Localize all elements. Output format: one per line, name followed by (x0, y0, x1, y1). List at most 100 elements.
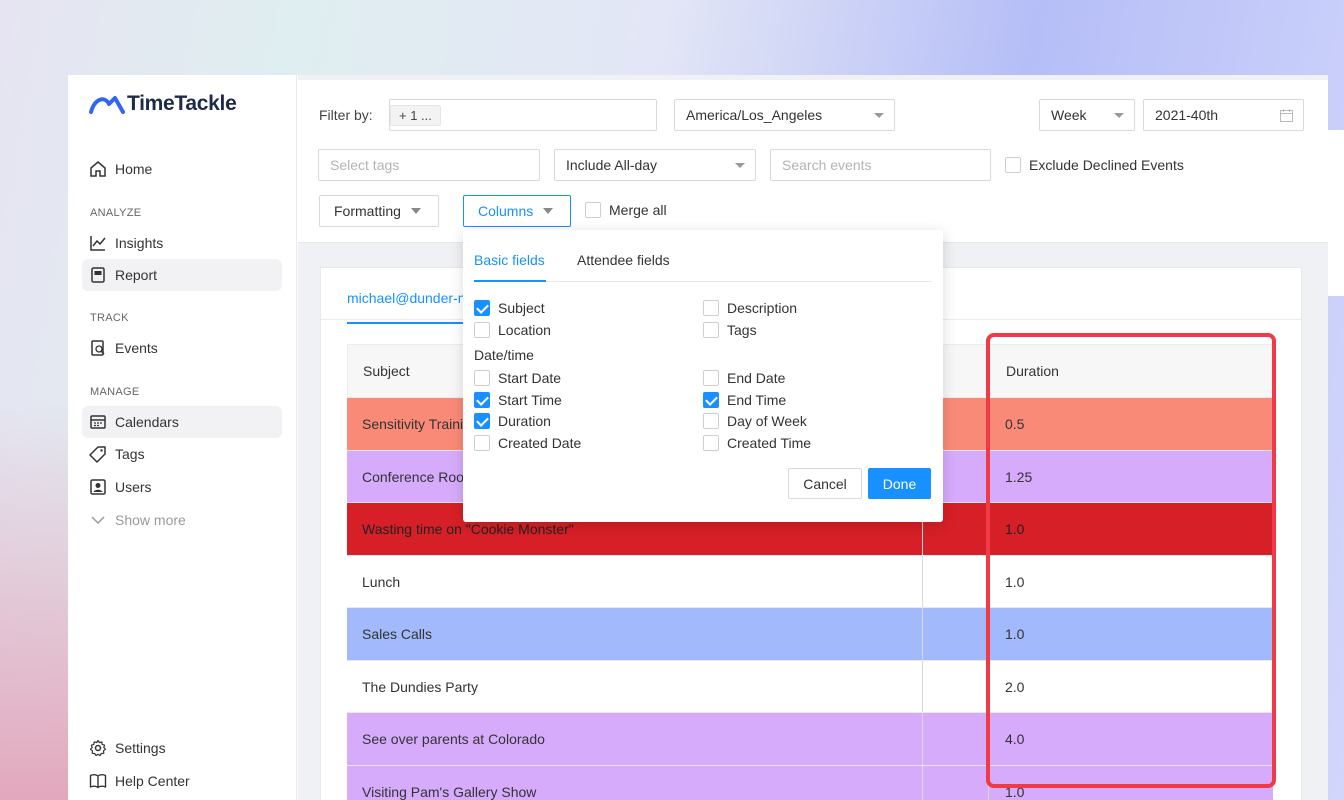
timezone-select[interactable]: America/Los_Angeles (674, 99, 895, 131)
sidebar-item-events[interactable]: Events (82, 332, 282, 364)
caret-down-icon (735, 163, 745, 168)
date-picker[interactable]: 2021-40th (1143, 99, 1304, 131)
sidebar-item-tags[interactable]: Tags (82, 438, 282, 470)
checkbox[interactable] (474, 370, 490, 386)
merge-all-label: Merge all (609, 202, 667, 218)
columns-popup: Basic fields Attendee fields Subject Desc… (463, 230, 943, 522)
checkbox[interactable] (703, 391, 719, 408)
column-option[interactable]: Start Date (474, 370, 561, 386)
period-select[interactable]: Week (1039, 99, 1135, 131)
table-row[interactable]: Sales Calls 1.0 (347, 608, 1273, 661)
checkbox[interactable] (703, 413, 719, 429)
column-option-label: Created Time (727, 434, 812, 451)
book-icon (89, 774, 107, 789)
column-option[interactable]: Start Time (474, 391, 562, 408)
allday-select[interactable]: Include All-day (554, 149, 756, 181)
timetackle-logo-icon (89, 96, 125, 114)
sidebar-item-label: Report (115, 267, 158, 283)
sidebar-item-settings[interactable]: Settings (82, 732, 282, 764)
tags-select[interactable]: Select tags (318, 149, 540, 181)
column-option[interactable]: Duration (474, 413, 551, 429)
merge-all-checkbox[interactable]: Merge all (585, 202, 667, 218)
column-option-label: Day of Week (727, 413, 807, 429)
sidebar-item-label: Settings (115, 740, 166, 756)
calendar-icon (90, 415, 106, 429)
column-option[interactable]: Description (703, 300, 797, 316)
date-value: 2021-40th (1155, 107, 1219, 123)
column-option-label: Tags (727, 321, 757, 338)
table-row[interactable]: Lunch 1.0 (347, 555, 1273, 608)
sidebar-item-insights[interactable]: Insights (82, 227, 282, 259)
section-track: TRACK (90, 312, 129, 324)
sidebar-item-label: Events (115, 340, 158, 356)
duration-highlight-box (986, 333, 1276, 788)
column-option[interactable]: End Time (703, 391, 786, 408)
header-duration: Duration (1006, 363, 1059, 379)
cell-subject: The Dundies Party (362, 678, 478, 695)
logo[interactable]: TimeTackle (89, 92, 237, 116)
checkbox[interactable] (703, 370, 719, 386)
datetime-group-label: Date/time (474, 347, 534, 363)
done-button[interactable]: Done (868, 468, 931, 499)
cell-subject: Wasting time on "Cookie Monster" (362, 521, 574, 537)
header-subject: Subject (363, 363, 410, 379)
gear-icon (89, 739, 107, 757)
column-option[interactable]: Created Time (703, 434, 812, 451)
sidebar-item-report[interactable]: Report (82, 259, 282, 291)
filter-chip[interactable]: + 1 ... (390, 104, 441, 126)
checkbox[interactable] (474, 434, 490, 451)
column-option[interactable]: Created Date (474, 434, 581, 451)
formatting-label: Formatting (334, 203, 401, 219)
sidebar-item-label: Insights (115, 235, 164, 251)
sidebar-item-calendars[interactable]: Calendars (82, 406, 282, 438)
tag-icon (89, 446, 106, 463)
checkbox[interactable] (1005, 157, 1021, 173)
checkbox[interactable] (474, 300, 490, 316)
column-option[interactable]: End Date (703, 370, 785, 386)
chevron-down-icon (91, 516, 105, 525)
checkbox[interactable] (474, 413, 490, 429)
columns-button[interactable]: Columns (463, 195, 571, 227)
column-option-label: Duration (498, 413, 551, 429)
checkbox[interactable] (703, 321, 719, 338)
search-events-input[interactable]: Search events (770, 149, 991, 181)
checkbox[interactable] (585, 202, 601, 218)
columns-label: Columns (478, 203, 534, 219)
user-icon (90, 479, 106, 495)
period-value: Week (1051, 107, 1087, 123)
column-option[interactable]: Subject (474, 300, 545, 316)
column-option-label: Start Date (498, 370, 562, 386)
checkbox[interactable] (474, 391, 490, 408)
tab-basic-fields[interactable]: Basic fields (474, 252, 545, 268)
checkbox[interactable] (703, 434, 719, 451)
column-option[interactable]: Location (474, 321, 551, 338)
sidebar-item-help-center[interactable]: Help Center (82, 765, 282, 797)
cell-duration: 0.5 (1005, 416, 1025, 432)
exclude-declined-label: Exclude Declined Events (1029, 157, 1184, 173)
section-manage: MANAGE (90, 386, 140, 398)
account-tab[interactable]: michael@dunder-mifflin (347, 290, 467, 324)
formatting-button[interactable]: Formatting (319, 195, 439, 227)
table-row[interactable]: See over parents at Colorado 4.0 (347, 713, 1273, 766)
column-option[interactable]: Tags (703, 321, 757, 338)
search-placeholder: Search events (782, 157, 872, 173)
column-option[interactable]: Day of Week (703, 413, 807, 429)
section-analyze: ANALYZE (90, 207, 142, 219)
checkbox[interactable] (703, 300, 719, 316)
sidebar-item-users[interactable]: Users (82, 471, 282, 503)
exclude-declined-checkbox[interactable]: Exclude Declined Events (1005, 157, 1184, 173)
sidebar-show-more[interactable]: Show more (82, 504, 282, 536)
caret-down-icon (543, 208, 554, 214)
cell-subject: Visiting Pam's Gallery Show (362, 783, 537, 800)
timezone-value: America/Los_Angeles (686, 107, 823, 123)
tags-placeholder: Select tags (330, 157, 400, 173)
cell-duration: 1.0 (1005, 573, 1025, 590)
column-option-label: Description (727, 300, 798, 316)
filter-input[interactable]: + 1 ... (389, 99, 657, 131)
checkbox[interactable] (474, 321, 490, 338)
sidebar-item-home[interactable]: Home (82, 153, 282, 185)
table-row[interactable]: The Dundies Party 2.0 (347, 660, 1273, 713)
tab-attendee-fields[interactable]: Attendee fields (577, 252, 670, 268)
background-panel-edge (1326, 130, 1344, 296)
cancel-button[interactable]: Cancel (788, 468, 862, 499)
